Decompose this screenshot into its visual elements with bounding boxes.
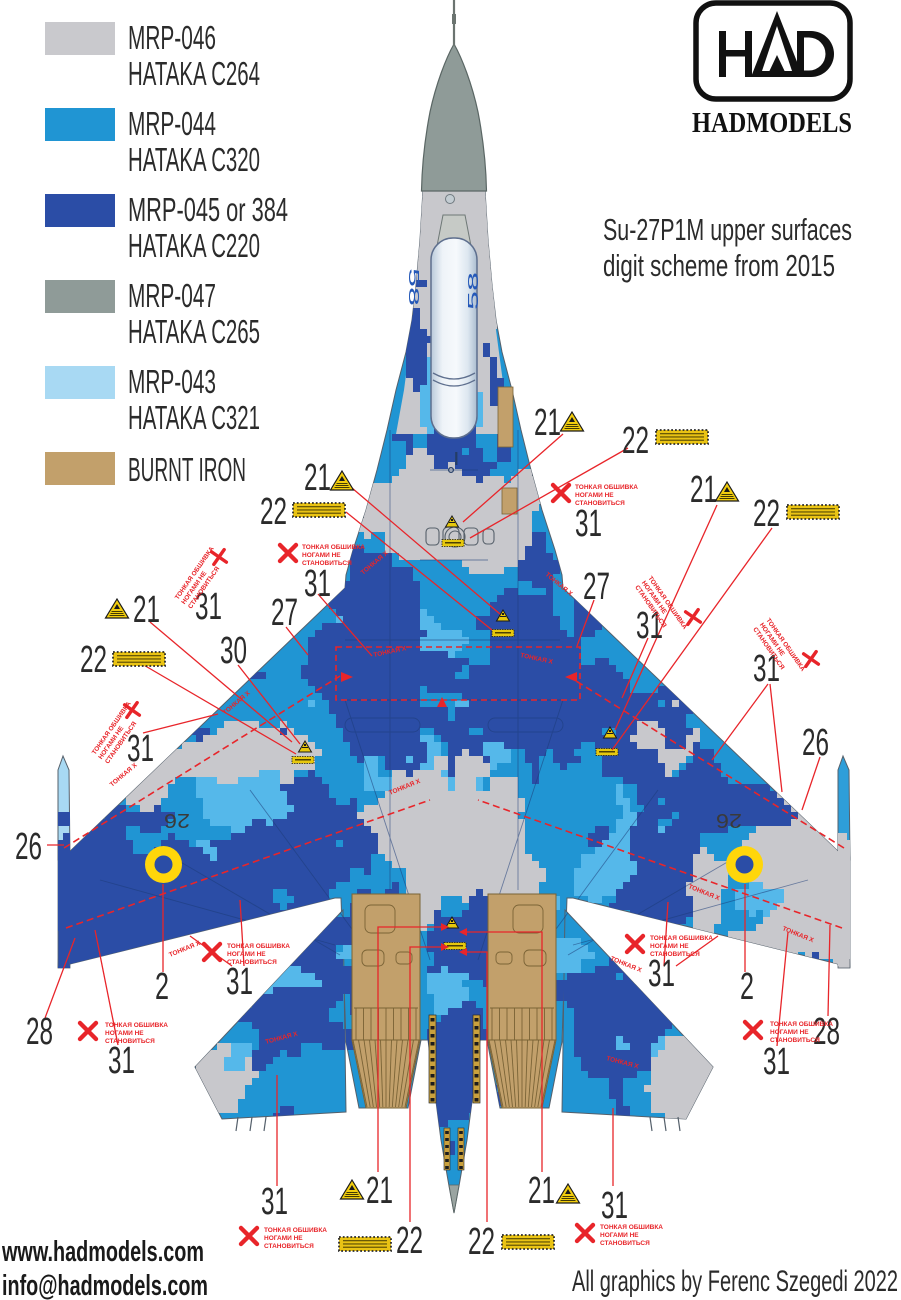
svg-text:27: 27 <box>583 566 610 608</box>
svg-text:СТАНОВИТЬСЯ: СТАНОВИТЬСЯ <box>650 951 700 958</box>
svg-text:НОГАМИ НЕ: НОГАМИ НЕ <box>105 1030 144 1037</box>
svg-text:21: 21 <box>366 1170 393 1212</box>
svg-text:ТОНКАЯ ОБШИВКА: ТОНКАЯ ОБШИВКА <box>105 1022 168 1029</box>
svg-text:22: 22 <box>468 1221 495 1263</box>
svg-text:НОГАМИ НЕ: НОГАМИ НЕ <box>264 1235 303 1242</box>
svg-text:26: 26 <box>802 722 829 764</box>
svg-text:НОГАМИ НЕ: НОГАМИ НЕ <box>575 492 614 499</box>
svg-text:НОГАМИ НЕ: НОГАМИ НЕ <box>600 1232 639 1239</box>
svg-text:31: 31 <box>753 648 780 690</box>
svg-text:22: 22 <box>753 493 780 535</box>
svg-text:СТАНОВИТЬСЯ: СТАНОВИТЬСЯ <box>105 1038 155 1045</box>
svg-text:НОГАМИ НЕ: НОГАМИ НЕ <box>227 951 266 958</box>
svg-text:22: 22 <box>80 639 107 681</box>
svg-text:31: 31 <box>601 1185 628 1227</box>
svg-text:31: 31 <box>108 1040 135 1082</box>
svg-text:31: 31 <box>226 961 253 1003</box>
svg-text:MRP-047: MRP-047 <box>128 277 216 314</box>
svg-text:58: 58 <box>465 272 482 310</box>
svg-text:2: 2 <box>155 966 169 1008</box>
svg-text:21: 21 <box>304 457 331 499</box>
svg-text:21: 21 <box>528 1170 555 1212</box>
svg-text:27: 27 <box>271 592 298 634</box>
svg-text:HADMODELS: HADMODELS <box>692 108 852 139</box>
svg-text:2: 2 <box>740 966 754 1008</box>
svg-text:СТАНОВИТЬСЯ: СТАНОВИТЬСЯ <box>302 560 352 567</box>
svg-text:ТОНКАЯ ОБШИВКА: ТОНКАЯ ОБШИВКА <box>302 544 365 551</box>
svg-text:НОГАМИ НЕ: НОГАМИ НЕ <box>650 943 689 950</box>
svg-text:ТОНКАЯ ОБШИВКА: ТОНКАЯ ОБШИВКА <box>600 1224 663 1231</box>
svg-text:BURNT IRON: BURNT IRON <box>128 451 246 488</box>
svg-text:26: 26 <box>15 826 42 868</box>
svg-text:26: 26 <box>716 809 742 831</box>
svg-text:ТОНКАЯ ОБШИВКА: ТОНКАЯ ОБШИВКА <box>227 943 290 950</box>
svg-text:ТОНКАЯ ОБШИВКА: ТОНКАЯ ОБШИВКА <box>575 484 638 491</box>
svg-text:HATAKA C321: HATAKA C321 <box>128 399 260 436</box>
svg-text:31: 31 <box>261 1181 288 1223</box>
svg-text:HATAKA C264: HATAKA C264 <box>128 55 260 92</box>
svg-text:digit scheme from 2015: digit scheme from 2015 <box>603 248 835 283</box>
svg-text:СТАНОВИТЬСЯ: СТАНОВИТЬСЯ <box>575 500 625 507</box>
svg-text:22: 22 <box>260 491 287 533</box>
svg-text:НОГАМИ НЕ: НОГАМИ НЕ <box>302 552 341 559</box>
svg-text:Su-27P1M upper surfaces: Su-27P1M upper surfaces <box>603 212 852 247</box>
svg-text:21: 21 <box>534 402 561 444</box>
svg-text:26: 26 <box>164 809 190 831</box>
svg-text:28: 28 <box>26 1011 53 1053</box>
svg-text:www.hadmodels.com: www.hadmodels.com <box>1 1236 204 1268</box>
svg-text:СТАНОВИТЬСЯ: СТАНОВИТЬСЯ <box>227 959 277 966</box>
svg-text:31: 31 <box>648 953 675 995</box>
svg-text:31: 31 <box>575 503 602 545</box>
svg-text:30: 30 <box>220 630 247 672</box>
svg-text:ТОНКАЯ ОБШИВКА: ТОНКАЯ ОБШИВКА <box>650 935 713 942</box>
svg-text:MRP-044: MRP-044 <box>128 105 216 142</box>
svg-text:info@hadmodels.com: info@hadmodels.com <box>2 1270 208 1300</box>
svg-text:MRP-045 or 384: MRP-045 or 384 <box>128 191 288 228</box>
svg-text:HATAKA C220: HATAKA C220 <box>128 227 260 264</box>
svg-text:ТОНКАЯ ОБШИВКА: ТОНКАЯ ОБШИВКА <box>264 1227 327 1234</box>
svg-text:58: 58 <box>405 268 422 306</box>
svg-text:ТОНКАЯ ОБШИВКА: ТОНКАЯ ОБШИВКА <box>770 1021 833 1028</box>
svg-text:22: 22 <box>622 420 649 462</box>
svg-text:СТАНОВИТЬСЯ: СТАНОВИТЬСЯ <box>600 1240 650 1247</box>
svg-text:MRP-043: MRP-043 <box>128 363 216 400</box>
svg-text:31: 31 <box>636 605 663 647</box>
svg-text:HATAKA C265: HATAKA C265 <box>128 313 260 350</box>
svg-text:31: 31 <box>127 728 154 770</box>
svg-text:31: 31 <box>304 563 331 605</box>
svg-text:All graphics by Ferenc Szegedi: All graphics by Ferenc Szegedi 2022 <box>572 1265 898 1298</box>
svg-text:21: 21 <box>690 469 717 511</box>
svg-text:СТАНОВИТЬСЯ: СТАНОВИТЬСЯ <box>770 1037 820 1044</box>
svg-text:НОГАМИ НЕ: НОГАМИ НЕ <box>770 1029 809 1036</box>
svg-text:31: 31 <box>195 586 222 628</box>
svg-text:HATAKA C320: HATAKA C320 <box>128 141 260 178</box>
svg-text:31: 31 <box>763 1041 790 1083</box>
svg-text:22: 22 <box>396 1220 423 1262</box>
svg-text:СТАНОВИТЬСЯ: СТАНОВИТЬСЯ <box>264 1243 314 1250</box>
svg-text:28: 28 <box>813 1011 840 1053</box>
svg-text:ТОНКАЯ X: ТОНКАЯ X <box>168 940 202 959</box>
svg-text:MRP-046: MRP-046 <box>128 19 216 56</box>
svg-text:21: 21 <box>133 589 160 631</box>
